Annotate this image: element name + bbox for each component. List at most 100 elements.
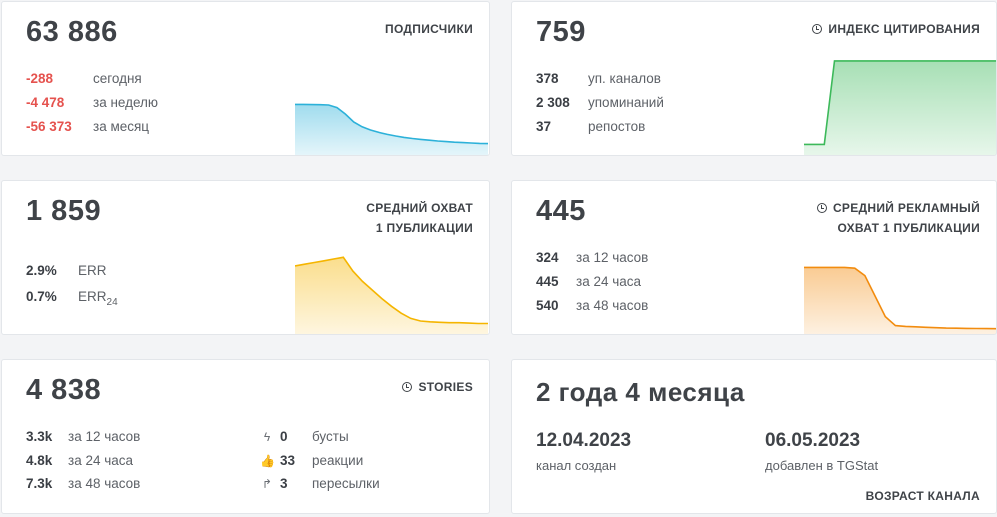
citation-sparkline xyxy=(804,56,996,155)
reach-err24-label: ERR xyxy=(78,289,107,304)
ad-reach-24h-value: 445 xyxy=(536,274,559,289)
reach-title-line2: 1 ПУБЛИКАЦИИ xyxy=(375,221,473,235)
citation-mentions-value: 2 308 xyxy=(536,95,570,110)
reach-sparkline-line xyxy=(295,256,488,325)
citation-value: 759 xyxy=(536,16,586,48)
subscribers-week-value: -4 478 xyxy=(26,95,65,110)
stories-forwards-label: пересылки xyxy=(312,476,380,491)
subscribers-sparkline xyxy=(295,72,488,155)
citation-card: 759 ИНДЕКС ЦИТИРОВАНИЯ 378 уп. каналов 2 … xyxy=(511,1,997,156)
subscribers-today-value: -288 xyxy=(26,71,54,86)
stories-card: 4 838 STORIES 3.3k за 12 часов 4.8k за 24 … xyxy=(1,359,490,514)
subscribers-week-label: за неделю xyxy=(93,95,159,110)
age-card: 2 года 4 месяца 12.04.2023 канал создан … xyxy=(511,359,997,514)
subscribers-month-label: за месяц xyxy=(93,119,150,134)
stories-24h-value: 4.8k xyxy=(26,453,53,468)
reach-err24-row: 0.7% ERR24 xyxy=(26,289,118,308)
stories-48h-value: 7.3k xyxy=(26,476,53,491)
stories-boosts-row: ϟ 0 бусты xyxy=(260,429,349,444)
reach-sparkline xyxy=(295,245,488,334)
subscribers-sparkline-area xyxy=(295,104,488,155)
citation-mentions-row: 2 308 упоминаний xyxy=(536,95,664,110)
stories-reactions-value: 33 xyxy=(280,453,296,468)
stories-reactions-label: реакции xyxy=(312,453,364,468)
thumbs-up-icon: 👍 xyxy=(260,454,275,468)
stories-12h-value: 3.3k xyxy=(26,429,53,444)
ad_reach-sparkline-svg xyxy=(804,266,996,334)
subscribers-value: 63 886 xyxy=(26,16,118,48)
reach-card: 1 859 СРЕДНИЙ ОХВАТ 1 ПУБЛИКАЦИИ 2.9% ERR … xyxy=(1,180,490,335)
citation-title: ИНДЕКС ЦИТИРОВАНИЯ xyxy=(812,19,980,39)
citation-sparkline-line xyxy=(804,60,996,146)
stories-value: 4 838 xyxy=(26,374,102,406)
ad_reach-sparkline-area xyxy=(804,267,996,334)
stories-48h-row: 7.3k за 48 часов xyxy=(26,476,140,491)
ad-reach-12h-row: 324 за 12 часов xyxy=(536,250,648,265)
ad-reach-card: 445 СРЕДНИЙ РЕКЛАМНЫЙ ОХВАТ 1 ПУБЛИКАЦИИ … xyxy=(511,180,997,335)
subscribers-week-row: -4 478 за неделю xyxy=(26,95,158,110)
info-icon[interactable] xyxy=(816,203,827,213)
reach-sparkline-svg xyxy=(295,256,488,334)
ad-reach-title-line1: СРЕДНИЙ РЕКЛАМНЫЙ xyxy=(832,201,980,215)
stories-24h-label: за 24 часа xyxy=(68,453,134,468)
subscribers-month-value: -56 373 xyxy=(26,119,72,134)
stories-boosts-label: бусты xyxy=(312,429,349,444)
stories-12h-label: за 12 часов xyxy=(68,429,141,444)
ad-reach-title: СРЕДНИЙ РЕКЛАМНЫЙ ОХВАТ 1 ПУБЛИКАЦИИ xyxy=(816,198,980,238)
age-value: 2 года 4 месяца xyxy=(536,377,745,407)
reach-sparkline-area xyxy=(295,257,488,334)
ad-reach-48h-label: за 48 часов xyxy=(576,298,649,313)
citation-reposts-row: 37 репостов xyxy=(536,119,645,134)
ad-reach-title-line2: ОХВАТ 1 ПУБЛИКАЦИИ xyxy=(837,221,980,235)
subscribers-sparkline-svg xyxy=(295,103,488,155)
subscribers-sparkline-line xyxy=(295,103,488,145)
subscribers-card: 63 886 ПОДПИСЧИКИ -288 сегодня -4 478 за н… xyxy=(1,1,490,156)
stories-48h-label: за 48 часов xyxy=(68,476,141,491)
stories-title-text: STORIES xyxy=(418,380,473,394)
stories-12h-row: 3.3k за 12 часов xyxy=(26,429,140,444)
citation-sparkline-svg xyxy=(804,60,996,155)
subscribers-today-row: -288 сегодня xyxy=(26,71,142,86)
ad_reach-sparkline-line xyxy=(804,266,996,330)
created-label: канал создан xyxy=(536,458,617,473)
reach-err24-value: 0.7% xyxy=(26,289,57,304)
reach-title-line1: СРЕДНИЙ ОХВАТ xyxy=(366,201,473,215)
citation-channels-value: 378 xyxy=(536,71,559,86)
stories-forwards-value: 3 xyxy=(280,476,288,491)
ad-reach-48h-row: 540 за 48 часов xyxy=(536,298,648,313)
info-icon[interactable] xyxy=(812,24,823,34)
reach-err-value: 2.9% xyxy=(26,263,57,278)
stories-reactions-row: 👍 33 реакции xyxy=(260,453,363,468)
added-date: 06.05.2023 xyxy=(765,430,861,451)
reach-value: 1 859 xyxy=(26,195,102,227)
citation-sparkline-area xyxy=(804,60,996,155)
ad-reach-sparkline xyxy=(804,249,996,334)
added-label: добавлен в TGStat xyxy=(765,458,879,473)
reach-err-row: 2.9% ERR xyxy=(26,263,107,278)
citation-reposts-label: репостов xyxy=(588,119,646,134)
info-icon[interactable] xyxy=(402,382,413,392)
stories-24h-row: 4.8k за 24 часа xyxy=(26,453,133,468)
stories-title: STORIES xyxy=(402,377,473,397)
stories-boosts-value: 0 xyxy=(280,429,288,444)
subscribers-month-row: -56 373 за месяц xyxy=(26,119,149,134)
ad-reach-12h-value: 324 xyxy=(536,250,559,265)
reach-err24-subscript: 24 xyxy=(106,296,118,308)
age-title: ВОЗРАСТ КАНАЛА xyxy=(865,489,980,503)
subscribers-title: ПОДПИСЧИКИ xyxy=(385,22,473,36)
ad-reach-24h-label: за 24 часа xyxy=(576,274,642,289)
citation-title-text: ИНДЕКС ЦИТИРОВАНИЯ xyxy=(828,22,980,36)
citation-channels-row: 378 уп. каналов xyxy=(536,71,661,86)
share-arrow-icon: ↱ xyxy=(261,477,273,491)
stories-forwards-row: ↱ 3 пересылки xyxy=(260,476,380,491)
reach-err-label: ERR xyxy=(78,263,107,278)
created-date: 12.04.2023 xyxy=(536,430,632,451)
citation-channels-label: уп. каналов xyxy=(588,71,661,86)
subscribers-today-label: сегодня xyxy=(93,71,142,86)
ad-reach-12h-label: за 12 часов xyxy=(576,250,649,265)
ad-reach-value: 445 xyxy=(536,195,586,227)
lightning-icon: ϟ xyxy=(263,430,271,444)
citation-reposts-value: 37 xyxy=(536,119,552,134)
ad-reach-48h-value: 540 xyxy=(536,298,559,313)
reach-title: СРЕДНИЙ ОХВАТ 1 ПУБЛИКАЦИИ xyxy=(366,198,473,238)
